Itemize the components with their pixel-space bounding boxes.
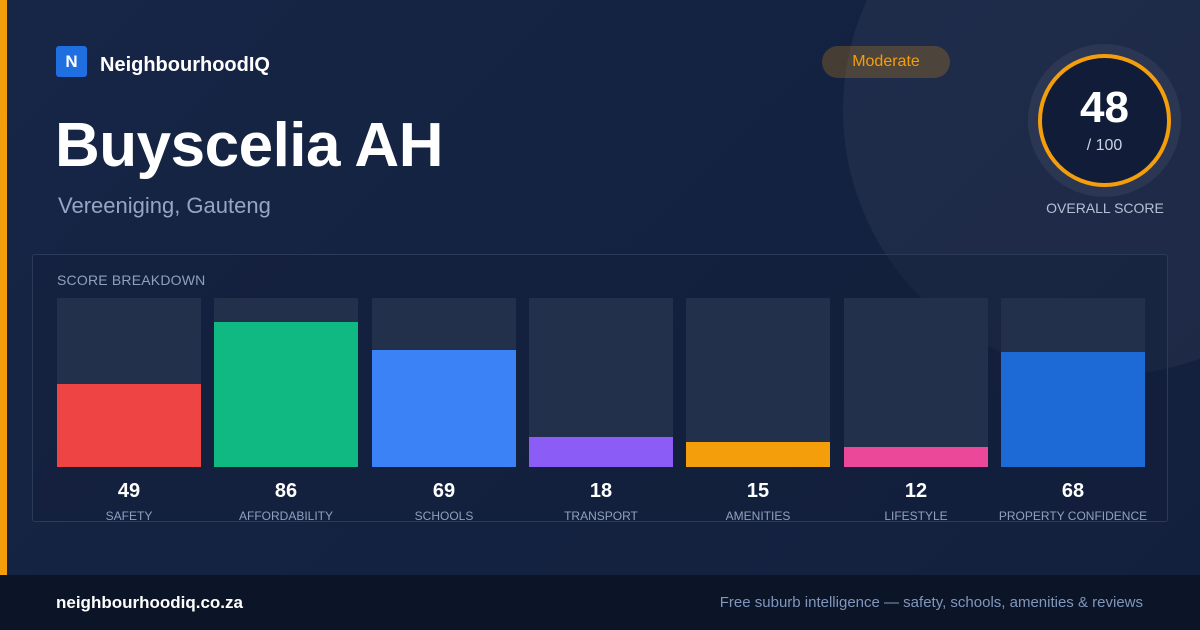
bar-value-transport: 18 (589, 480, 613, 502)
bar-label-affordability: AFFORDABILITY (238, 509, 333, 523)
bar-fill-lifestyle (844, 447, 988, 467)
footer: neighbourhoodiq.co.za Free suburb intell… (0, 575, 1200, 630)
overall-score-value: 48 (1080, 83, 1129, 132)
score-bar-schools: 69 SCHOOLS (372, 298, 516, 523)
score-bar-lifestyle: 12 LIFESTYLE (844, 298, 988, 523)
bar-label-amenities: AMENITIES (725, 509, 791, 523)
bar-value-safety: 49 (117, 480, 141, 502)
brand-name: NeighbourhoodIQ (100, 54, 270, 76)
footer-tagline: Free suburb intelligence — safety, schoo… (719, 594, 1143, 611)
bar-track (372, 298, 516, 467)
bar-track (844, 298, 988, 467)
bar-fill-amenities (686, 442, 830, 467)
suburb-location: Vereeniging, Gauteng (58, 193, 271, 218)
bar-value-amenities: 15 (746, 480, 770, 502)
overall-score-max: / 100 (1086, 137, 1123, 154)
footer-domain-link[interactable]: neighbourhoodiq.co.za (56, 593, 243, 612)
rating-badge: Moderate (822, 46, 950, 78)
bar-label-schools: SCHOOLS (414, 509, 474, 523)
share-card: N NeighbourhoodIQ Buyscelia AH Vereenigi… (0, 0, 1200, 575)
overall-score-circle: 48 / 100 (1038, 54, 1171, 187)
score-bar-property-confidence: 68 PROPERTY CONFIDENCE (999, 298, 1147, 523)
bar-track (214, 298, 358, 467)
bar-label-safety: SAFETY (105, 509, 153, 523)
accent-strip (0, 0, 7, 575)
brand[interactable]: N NeighbourhoodIQ (56, 46, 270, 77)
bar-label-transport: TRANSPORT (564, 509, 638, 523)
score-bar-transport: 18 TRANSPORT (529, 298, 673, 523)
score-bar-amenities: 15 AMENITIES (686, 298, 830, 523)
breakdown-title: SCORE BREAKDOWN (57, 272, 206, 288)
bar-fill-affordability (214, 322, 358, 467)
breakdown-bars: 49 SAFETY 86 AFFORDABILITY 69 SCHOOLS 18 TRANSP… (57, 298, 1147, 523)
bar-fill-transport (529, 437, 673, 467)
brand-logo-icon: N (56, 46, 87, 77)
bar-label-property-confidence: PROPERTY CONFIDENCE (998, 509, 1148, 523)
overall-score-label: OVERALL SCORE (1046, 200, 1164, 216)
bar-track (686, 298, 830, 467)
score-bar-affordability: 86 AFFORDABILITY (214, 298, 358, 523)
bar-value-property-confidence: 68 (1061, 480, 1085, 502)
score-breakdown-panel: SCORE BREAKDOWN 49 SAFETY 86 AFFORDABILITY 6… (32, 254, 1168, 523)
bar-value-lifestyle: 12 (904, 480, 928, 502)
bar-track (1001, 298, 1145, 467)
bar-track (57, 298, 201, 467)
bar-fill-schools (372, 350, 516, 467)
bar-fill-property-confidence (1001, 352, 1145, 467)
bar-value-schools: 69 (432, 480, 456, 502)
overall-score-ring: 48 / 100 (1028, 44, 1181, 197)
score-bar-safety: 49 SAFETY (57, 298, 201, 523)
suburb-title: Buyscelia AH (55, 111, 443, 180)
bar-fill-safety (57, 384, 201, 467)
bar-value-affordability: 86 (274, 480, 298, 502)
bar-label-lifestyle: LIFESTYLE (884, 509, 948, 523)
bar-track (529, 298, 673, 467)
